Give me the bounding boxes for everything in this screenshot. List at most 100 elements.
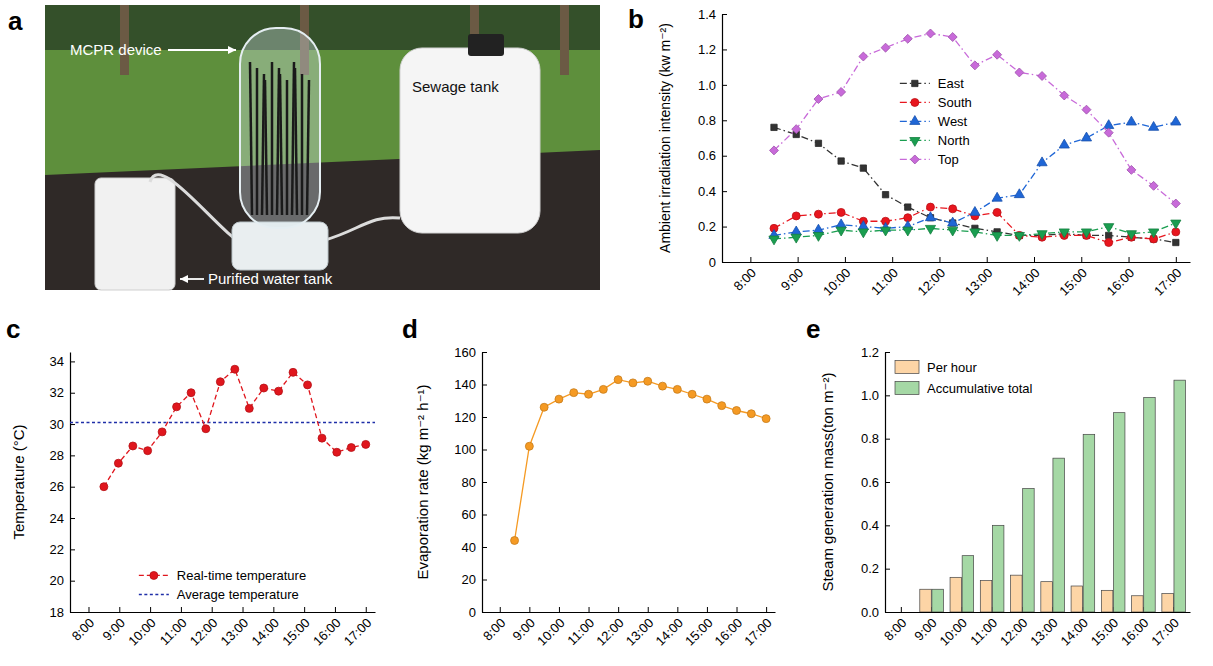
x-tick-label: 8:00 [731, 265, 760, 294]
data-point [792, 212, 800, 220]
bar [1113, 413, 1124, 612]
y-tick: 1.0 [698, 78, 727, 93]
tree-trunk [560, 5, 569, 75]
data-point [1104, 224, 1114, 233]
x-tick-mark [707, 607, 708, 612]
y-tick-label: 1.2 [698, 42, 716, 57]
y-tick-label: 60 [462, 507, 476, 522]
tank-cap [468, 34, 504, 56]
data-point [1149, 229, 1159, 238]
y-axis-line [70, 353, 71, 613]
x-tick-mark [939, 257, 940, 262]
x-tick-label: 12:00 [593, 615, 627, 649]
data-point [673, 385, 681, 393]
bar [1053, 458, 1064, 612]
x-tick-label: 10:00 [820, 265, 854, 299]
y-tick: 0.4 [861, 518, 890, 533]
data-point [769, 236, 779, 245]
y-tick-mark [70, 581, 75, 582]
legend-marker [150, 571, 158, 579]
data-point [813, 224, 823, 233]
bar [962, 556, 973, 612]
x-tick-mark [589, 607, 590, 612]
sewage-tank [400, 48, 540, 233]
panel-letter: e [806, 314, 820, 344]
bar [1132, 596, 1143, 612]
x-tick-mark [500, 607, 501, 612]
y-tick-mark [70, 549, 75, 550]
data-point [771, 124, 777, 130]
y-tick: 28 [50, 448, 75, 463]
x-tick-mark [304, 607, 305, 612]
bar [1011, 575, 1022, 612]
x-tick-label: 13:00 [962, 265, 996, 299]
series-line [774, 223, 1176, 239]
x-tick: 8:00 [881, 607, 910, 644]
y-tick-label: 0 [709, 255, 716, 270]
data-point [144, 447, 152, 455]
data-point [1171, 199, 1180, 208]
data-point [1037, 231, 1047, 240]
legend-marker [911, 98, 919, 106]
y-tick-mark [70, 455, 75, 456]
needle [292, 62, 294, 215]
data-point [555, 395, 563, 403]
x-tick-mark [1081, 257, 1082, 262]
x-tick-label: 17:00 [1148, 615, 1182, 649]
bar [920, 589, 931, 612]
panel-letter: d [402, 314, 418, 344]
x-tick-mark [1176, 257, 1177, 262]
y-tick-mark [482, 482, 487, 483]
y-tick: 1.2 [861, 345, 890, 360]
x-tick: 12:00 [997, 607, 1031, 649]
data-point [525, 442, 533, 450]
y-tick-label: 1.0 [861, 388, 879, 403]
panel-letter: a [8, 6, 23, 36]
y-tick-label: 18 [50, 605, 64, 620]
data-point [813, 232, 823, 241]
y-tick-label: 0.0 [861, 605, 879, 620]
series-line [104, 369, 366, 486]
x-tick-mark [618, 607, 619, 612]
data-point [1104, 120, 1114, 129]
y-tick-label: 0.2 [698, 219, 716, 234]
x-tick: 15:00 [279, 607, 313, 649]
x-tick-label: 14:00 [248, 615, 282, 649]
x-tick-mark [529, 607, 530, 612]
y-tick: 160 [454, 345, 487, 360]
legend-item: Top [900, 152, 959, 167]
data-point [1105, 239, 1113, 247]
x-tick: 13:00 [1027, 607, 1061, 649]
x-tick-label: 12:00 [915, 265, 949, 299]
data-point [836, 227, 846, 236]
data-point [859, 52, 868, 61]
bar [1041, 582, 1052, 612]
y-axis: 182022242628303234 [50, 353, 75, 620]
y-tick-mark [722, 85, 727, 86]
data-point [1059, 139, 1069, 148]
x-tick: 11:00 [564, 607, 597, 648]
y-axis: 0.00.20.40.60.81.01.2 [861, 345, 890, 620]
data-point [880, 227, 890, 236]
x-tick-label: 15:00 [1088, 615, 1122, 649]
bar [950, 577, 961, 612]
x-tick-label: 8:00 [881, 615, 910, 644]
data-point [245, 404, 253, 412]
y-tick-label: 0.6 [698, 148, 716, 163]
x-tick-mark [366, 607, 367, 612]
legend-item: North [900, 133, 970, 148]
y-tick-label: 34 [50, 354, 64, 369]
photo-label: MCPR device [70, 41, 162, 58]
y-tick-mark [70, 393, 75, 394]
data-point [733, 407, 741, 415]
needle [265, 80, 267, 215]
data-point [992, 232, 1002, 241]
y-tick-mark [885, 352, 890, 353]
x-tick-label: 9:00 [510, 615, 539, 644]
legend-item: West [900, 114, 968, 129]
data-point [792, 125, 801, 134]
x-tick: 8:00 [731, 257, 760, 294]
y-tick-label: 0.4 [861, 518, 879, 533]
tube [150, 175, 245, 245]
y-tick: 34 [50, 354, 75, 369]
